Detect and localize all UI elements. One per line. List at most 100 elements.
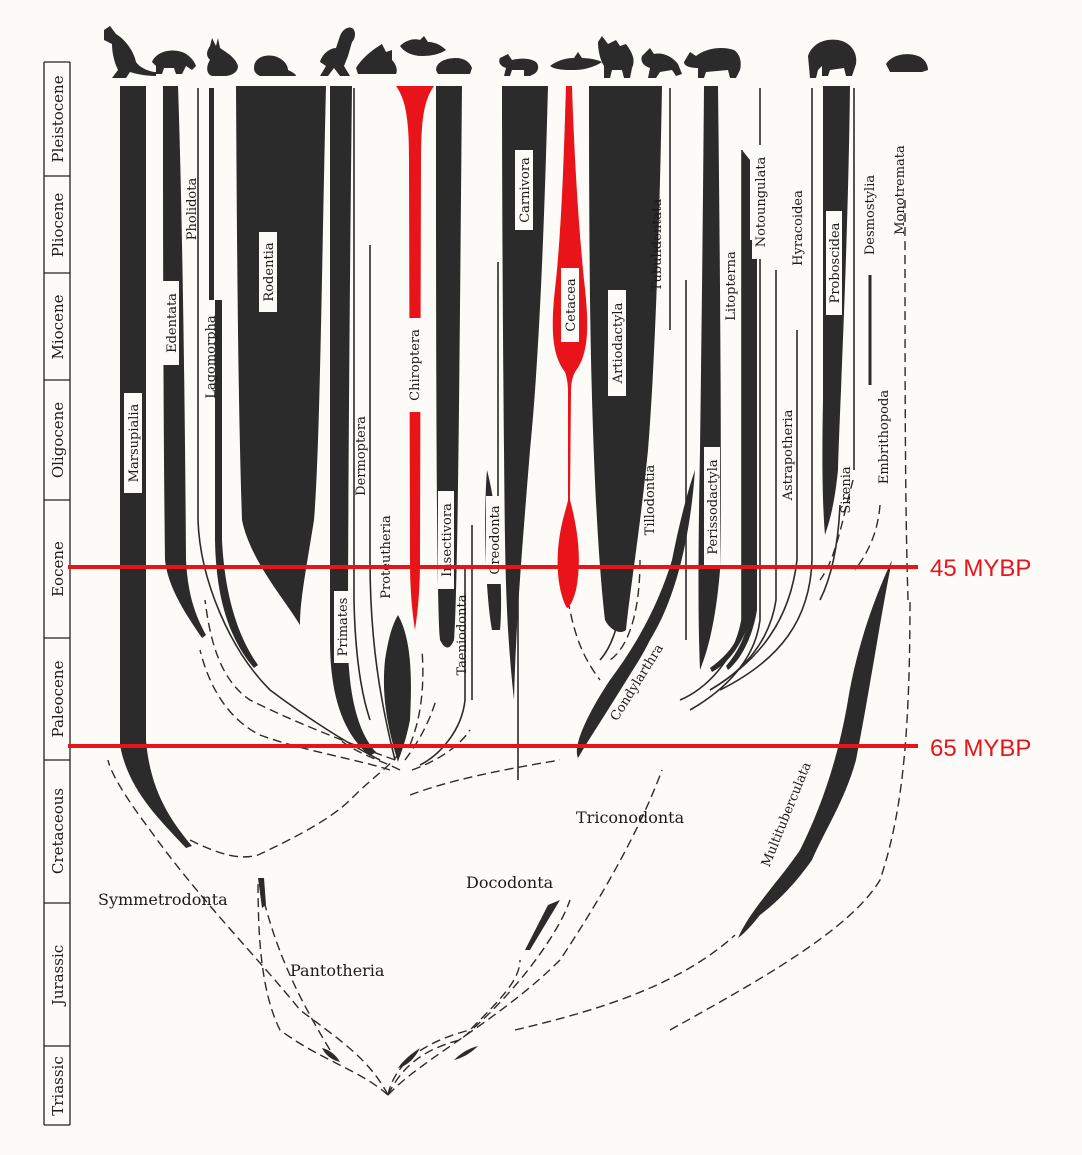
lineage-symmetrodonta-fragment bbox=[258, 878, 266, 908]
taxon-label-pholidota: Pholidota bbox=[185, 178, 200, 241]
lineage-multituberculata bbox=[738, 560, 892, 938]
animal-silhouettes bbox=[104, 26, 928, 78]
lineage-litopterna bbox=[726, 240, 757, 670]
basal-spindle-3 bbox=[454, 1046, 478, 1060]
basal-spindle-2 bbox=[398, 1048, 420, 1068]
taxon-label-taeniodonta: Taeniodonta bbox=[455, 594, 470, 675]
label-box-artiodactyla: Artiodactyla bbox=[608, 290, 626, 396]
taxon-label-pantotheria: Pantotheria bbox=[290, 961, 385, 980]
aardvark-icon bbox=[641, 48, 682, 78]
taxon-label-chiroptera: Chiroptera bbox=[408, 329, 423, 401]
label-box-perissodactyla: Perissodactyla bbox=[704, 447, 721, 567]
lineage-carnivora bbox=[502, 86, 548, 700]
marker-label-65: 65 MYBP bbox=[930, 735, 1031, 762]
label-box-insectivora: Insectivora bbox=[438, 491, 455, 589]
plain-labels: Pholidota Lagomorpha Dermoptera Proteuth… bbox=[185, 145, 908, 869]
lineage-docodonta-fragment bbox=[525, 900, 560, 950]
bat-icon bbox=[400, 36, 446, 56]
epoch-label-miocene: Miocene bbox=[49, 294, 67, 359]
boxed-labels: Marsupialia Edentata Rodentia Primates C… bbox=[124, 145, 843, 732]
kangaroo-icon bbox=[104, 26, 156, 78]
label-box-marsupialia: Marsupialia bbox=[124, 393, 142, 493]
taxon-label-cetacea: Cetacea bbox=[564, 278, 579, 332]
taxon-label-symmetrodonta: Symmetrodonta bbox=[98, 890, 228, 909]
time-markers: 45 MYBP 65 MYBP bbox=[68, 555, 1031, 762]
epoch-label-jurassic: Jurassic bbox=[49, 945, 67, 1007]
label-box-cetacea: Cetacea bbox=[561, 268, 579, 342]
taxon-label-marsupialia: Marsupialia bbox=[127, 403, 142, 482]
lineage-rodentia bbox=[236, 86, 326, 625]
epoch-label-paleocene: Paleocene bbox=[49, 660, 67, 737]
monkey-icon bbox=[320, 27, 355, 76]
taxon-label-artiodactyla: Artiodactyla bbox=[611, 302, 626, 384]
basal-group-labels: Symmetrodonta Pantotheria Docodonta Tric… bbox=[98, 808, 685, 980]
rabbit-icon bbox=[207, 38, 238, 76]
taxon-label-notoungulata: Notoungulata bbox=[754, 156, 769, 247]
rhinoceros-icon bbox=[684, 48, 741, 78]
lineage-perissodactyla bbox=[698, 86, 721, 670]
lineage-cetacea bbox=[552, 86, 588, 608]
label-box-notoungulata: Notoungulata bbox=[752, 145, 769, 259]
taxon-label-desmostylia: Desmostylia bbox=[863, 175, 878, 255]
label-box-primates: Primates bbox=[334, 591, 351, 663]
epoch-label-pleistocene: Pleistocene bbox=[49, 75, 67, 162]
label-box-edentata: Edentata bbox=[163, 281, 180, 365]
label-box-creodonta: Creodonta bbox=[486, 496, 503, 584]
marker-label-45: 45 MYBP bbox=[930, 555, 1031, 582]
platypus-icon bbox=[886, 54, 928, 72]
mouse-icon bbox=[254, 55, 296, 76]
taxon-label-hyracoidea: Hyracoidea bbox=[791, 190, 806, 266]
taxon-label-proteutheria: Proteutheria bbox=[379, 515, 394, 599]
taxon-label-carnivora: Carnivora bbox=[518, 157, 533, 223]
taxon-label-lagomorpha: Lagomorpha bbox=[204, 315, 219, 399]
epoch-label-oligocene: Oligocene bbox=[49, 402, 67, 478]
label-box-chiroptera: Chiroptera bbox=[406, 318, 423, 412]
epoch-label-triassic: Triassic bbox=[49, 1056, 67, 1116]
lineage-primates bbox=[330, 86, 376, 756]
shrew-icon bbox=[436, 58, 472, 74]
lineage-proteutheria bbox=[383, 615, 411, 762]
taxon-label-insectivora: Insectivora bbox=[440, 503, 455, 577]
elephant-icon bbox=[808, 39, 857, 78]
label-box-proboscidea: Proboscidea bbox=[826, 211, 843, 315]
dolphin-icon bbox=[550, 52, 602, 70]
taxon-label-edentata: Edentata bbox=[165, 293, 180, 353]
taxon-label-dermoptera: Dermoptera bbox=[354, 416, 369, 496]
taxon-label-litopterna: Litopterna bbox=[724, 251, 739, 321]
epoch-labels: Pleistocene Pliocene Miocene Oligocene E… bbox=[49, 75, 67, 1115]
label-box-rodentia: Rodentia bbox=[259, 232, 277, 312]
taxon-label-tillodontia: Tillodontia bbox=[643, 464, 658, 535]
epoch-label-cretaceous: Cretaceous bbox=[49, 788, 67, 874]
taxon-label-astrapotheria: Astrapotheria bbox=[781, 409, 796, 501]
taxon-label-embrithopoda: Embrithopoda bbox=[877, 390, 892, 484]
label-box-carnivora: Carnivora bbox=[515, 150, 533, 230]
colugo-icon bbox=[356, 44, 397, 74]
cat-icon bbox=[499, 54, 539, 76]
taxon-label-monotremata: Monotremata bbox=[893, 145, 908, 235]
dashed-ancestry bbox=[107, 199, 911, 1096]
taxon-label-creodonta: Creodonta bbox=[488, 505, 503, 574]
lineage-pholidota bbox=[209, 88, 214, 300]
lineage-notoungulata bbox=[710, 150, 750, 672]
epoch-label-pliocene: Pliocene bbox=[49, 193, 67, 258]
lineage-edentata bbox=[163, 86, 206, 638]
taxon-label-triconodonta: Triconodonta bbox=[576, 808, 685, 827]
taxon-label-tubulidentata: Tubulidentata bbox=[650, 199, 665, 292]
epoch-label-eocene: Eocene bbox=[49, 541, 67, 597]
taxon-label-primates: Primates bbox=[336, 598, 351, 657]
lineage-marsupialia bbox=[120, 86, 192, 848]
taxon-label-rodentia: Rodentia bbox=[262, 242, 277, 301]
taxon-label-docodonta: Docodonta bbox=[466, 873, 554, 892]
ox-icon bbox=[598, 36, 634, 78]
taxon-label-sirenia: Sirenia bbox=[839, 466, 854, 514]
taxon-label-proboscidea: Proboscidea bbox=[828, 222, 843, 303]
basal-spindle-1 bbox=[322, 1048, 340, 1062]
lineage-condylarthra bbox=[576, 470, 695, 758]
armadillo-icon bbox=[152, 50, 196, 74]
time-scale bbox=[43, 61, 71, 1126]
taxon-label-perissodactyla: Perissodactyla bbox=[706, 459, 721, 554]
thin-lineages bbox=[197, 88, 872, 780]
lineage-lagomorpha bbox=[215, 300, 258, 668]
